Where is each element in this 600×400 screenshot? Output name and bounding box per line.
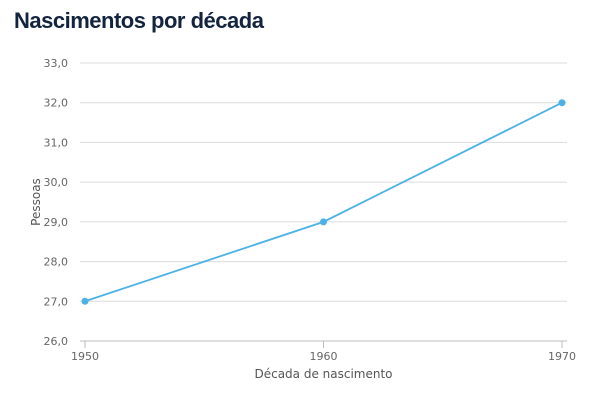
x-axis-title: Década de nascimento bbox=[254, 367, 392, 381]
chart-title: Nascimentos por década bbox=[14, 8, 264, 33]
y-tick-label: 26,0 bbox=[44, 335, 69, 348]
grid-lines bbox=[80, 62, 567, 302]
data-point bbox=[320, 218, 327, 226]
y-tick-label: 27,0 bbox=[44, 295, 69, 308]
series-line bbox=[84, 101, 563, 303]
y-tick-label: 28,0 bbox=[44, 256, 69, 269]
y-tick-label: 31,0 bbox=[44, 136, 69, 149]
x-tick-label: 1960 bbox=[310, 350, 338, 363]
y-tick-label: 29,0 bbox=[44, 216, 69, 229]
y-tick-label: 33,0 bbox=[44, 57, 69, 70]
axes bbox=[80, 340, 567, 348]
tick-labels: 26,0 27,0 28,0 29,0 30,0 31,0 32,0 33,0 1950 1960… bbox=[44, 57, 577, 363]
series-layer bbox=[81, 99, 566, 305]
y-axis-title: Pessoas bbox=[29, 178, 43, 226]
data-point bbox=[558, 99, 566, 107]
y-tick-label: 30,0 bbox=[44, 176, 69, 189]
y-tick-label: 32,0 bbox=[44, 97, 69, 110]
data-point bbox=[81, 297, 89, 305]
x-tick-label: 1970 bbox=[548, 350, 576, 363]
x-tick-label: 1950 bbox=[71, 350, 99, 363]
